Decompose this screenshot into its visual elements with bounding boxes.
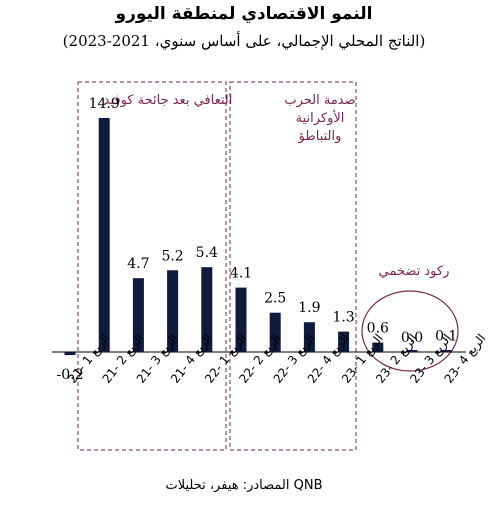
bar-10 xyxy=(372,342,384,352)
recovery-region-box xyxy=(77,81,227,451)
value-label-12: 0.1 xyxy=(435,328,457,344)
value-label-6: 4.1 xyxy=(230,266,252,282)
bar-8 xyxy=(303,322,315,352)
value-label-2: 14.9 xyxy=(89,96,120,112)
value-labels-layer: -0.2 14.9 4.7 5.2 5.4 4.1 2.5 1.9 1.3 0.6 0.0 0.1 xyxy=(57,96,458,383)
value-label-3: 4.7 xyxy=(127,256,149,272)
war-shock-region-box xyxy=(229,81,357,451)
bars-layer xyxy=(64,118,452,356)
war-shock-annotation-line1: صدمة الحرب xyxy=(284,93,355,108)
value-label-1: -0.2 xyxy=(57,367,84,383)
war-shock-annotation-line3: والتباطؤ xyxy=(298,129,342,144)
bar-12 xyxy=(440,350,452,352)
value-label-7: 2.5 xyxy=(264,291,286,307)
value-label-5: 5.4 xyxy=(196,245,218,261)
chart-subtitle: (الناتج المحلي الإجمالي، على أساس سنوي، … xyxy=(62,32,426,50)
bar-3 xyxy=(132,278,144,352)
bar-6 xyxy=(235,287,247,352)
value-label-10: 0.6 xyxy=(367,321,389,337)
value-label-9: 1.3 xyxy=(332,310,354,326)
war-shock-annotation-line2: الأوكرانية xyxy=(296,109,345,126)
bar-2 xyxy=(98,118,110,352)
bar-4 xyxy=(167,270,179,352)
recovery-annotation: التعافي بعد جائحة كوفيد xyxy=(104,93,233,108)
stagflation-annotation: ركود تضخمي xyxy=(379,264,450,279)
bar-11 xyxy=(406,350,418,352)
value-label-4: 5.2 xyxy=(161,248,183,264)
bar-9 xyxy=(338,331,350,352)
value-label-11: 0.0 xyxy=(401,330,423,346)
bar-7 xyxy=(269,312,281,352)
stagflation-ellipse xyxy=(361,290,459,372)
bar-5 xyxy=(201,267,213,352)
value-label-8: 1.9 xyxy=(298,300,320,316)
bar-1 xyxy=(64,352,76,356)
chart-title: النمو الاقتصادي لمنطقة اليورو xyxy=(115,4,373,24)
source-note: المصادر: هيفر، تحليلات QNB xyxy=(165,478,323,493)
